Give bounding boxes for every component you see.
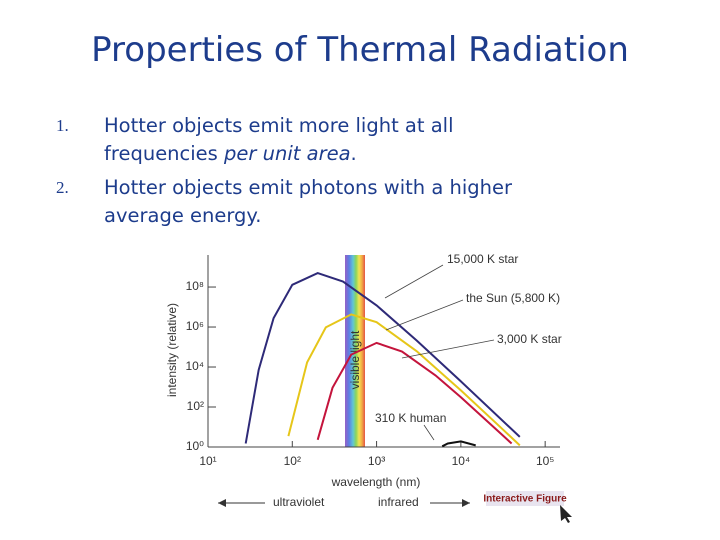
y-axis-label: intensity (relative) (165, 303, 179, 397)
badge-box[interactable] (486, 491, 564, 506)
leader-line (385, 299, 464, 331)
x-tick-label: 10³ (368, 454, 385, 468)
list-item: 1. Hotter objects emit more light at all … (50, 112, 549, 168)
y-tick-label: 10⁰ (186, 439, 204, 453)
x-tick-label: 10² (284, 454, 301, 468)
cursor-icon (560, 505, 572, 523)
leader-line (401, 339, 495, 359)
bullet-list: 1. Hotter objects emit more light at all … (50, 112, 549, 236)
list-item: 2. Hotter objects emit photons with a hig… (50, 174, 549, 230)
series-line (316, 341, 513, 445)
item-emphasis: per unit area (224, 142, 351, 165)
leader-line (423, 424, 435, 441)
list-marker: 1. (56, 116, 69, 135)
item-text: Hotter objects emit more light at all fr… (104, 114, 454, 165)
visible-label: visible light (348, 330, 362, 389)
y-tick-label: 10² (187, 399, 204, 413)
uv-label: ultraviolet (273, 495, 325, 509)
item-text: . (350, 142, 357, 165)
list-marker: 2. (56, 178, 69, 197)
x-tick-label: 10¹ (199, 454, 216, 468)
leader-line (384, 264, 444, 299)
series-line (244, 272, 521, 444)
series-label: 3,000 K star (497, 332, 562, 346)
ir-arrowhead (462, 499, 470, 507)
y-tick-label: 10⁸ (186, 279, 204, 293)
series-label: the Sun (5,800 K) (466, 291, 560, 305)
y-tick-label: 10⁴ (185, 359, 204, 373)
visible-band (345, 255, 365, 447)
uv-arrowhead (218, 499, 226, 507)
series-line (441, 440, 476, 448)
item-text: Hotter objects emit photons with a highe… (104, 176, 513, 227)
slide-title: Properties of Thermal Radiation (91, 30, 629, 70)
x-axis-label: wavelength (nm) (331, 475, 421, 489)
ir-label: infrared (378, 495, 419, 509)
x-tick-label: 10⁵ (536, 454, 554, 468)
series-label: 310 K human (375, 411, 446, 425)
series-label: 15,000 K star (447, 252, 518, 266)
series-line (287, 313, 521, 447)
y-tick-label: 10⁶ (186, 319, 204, 333)
badge-label[interactable]: Interactive Figure (483, 494, 567, 505)
x-tick-label: 10⁴ (452, 454, 471, 468)
